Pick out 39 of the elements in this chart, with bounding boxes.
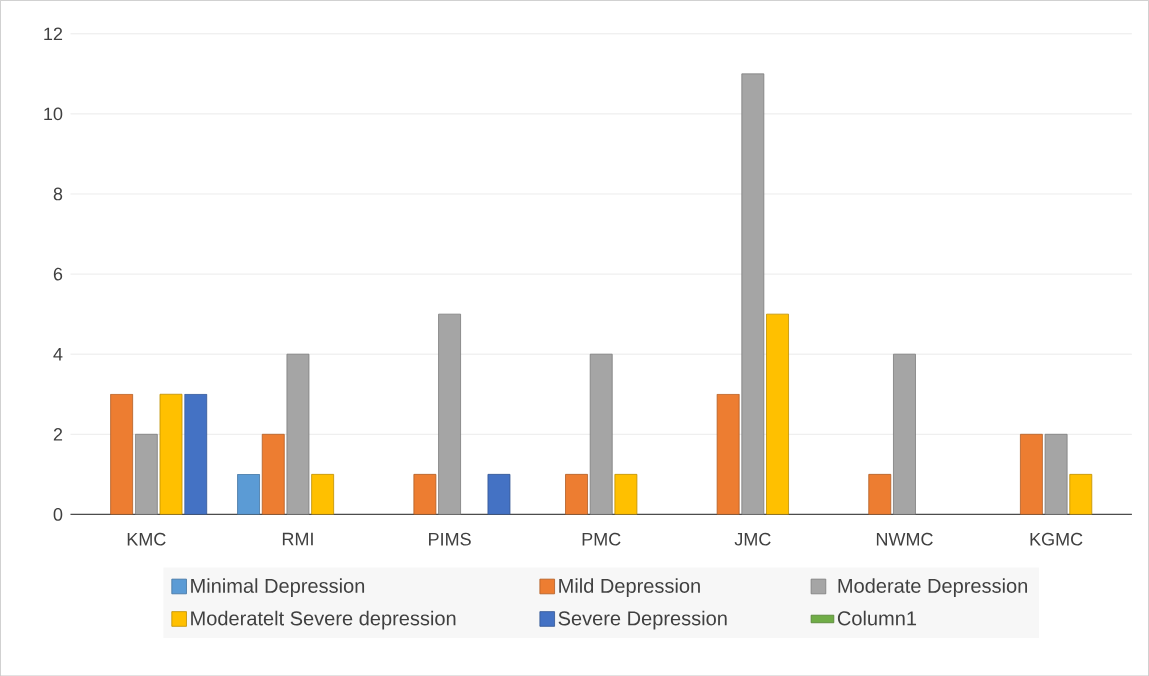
bar [1044, 433, 1068, 515]
bar [110, 393, 134, 515]
bar [261, 433, 285, 515]
bar [868, 473, 892, 515]
bar [311, 473, 335, 515]
x-tick-label: JMC [734, 532, 771, 546]
bar [1019, 433, 1043, 515]
bar [893, 353, 916, 515]
bar [237, 473, 260, 515]
bar [134, 433, 158, 515]
bar [286, 353, 310, 515]
x-tick-label: KMC [127, 532, 166, 546]
bar [589, 353, 613, 515]
y-tick-label: 8 [53, 187, 63, 201]
legend-label: Minimal Depression [191, 578, 365, 597]
y-tick-label: 0 [53, 507, 63, 521]
y-tick-label: 10 [44, 107, 63, 121]
x-tick-label: NWMC [876, 532, 933, 546]
bar [716, 393, 740, 515]
x-tick-label: RMI [282, 532, 313, 546]
bar [766, 313, 789, 515]
legend-label: Moderate Depression [838, 578, 1027, 597]
legend-label: Mild Depression [559, 578, 700, 597]
y-tick-label: 6 [53, 267, 63, 281]
legend-label: Column1 [837, 610, 917, 626]
legend-label: Severe Depression [558, 610, 727, 630]
y-tick-label: 2 [53, 427, 63, 441]
x-tick-label: PMC [582, 532, 621, 546]
y-tick-label: 12 [44, 27, 63, 40]
x-tick-label: PIMS [429, 532, 471, 546]
bar [565, 473, 588, 515]
x-tick-label: KGMC [1030, 532, 1083, 546]
bar [184, 393, 208, 515]
bar [741, 73, 765, 515]
bar [159, 393, 183, 515]
y-tick-label: 4 [53, 347, 63, 361]
bar [1069, 473, 1093, 515]
legend-label: Moderatelt Severe depression [191, 610, 456, 630]
bar [438, 313, 461, 515]
